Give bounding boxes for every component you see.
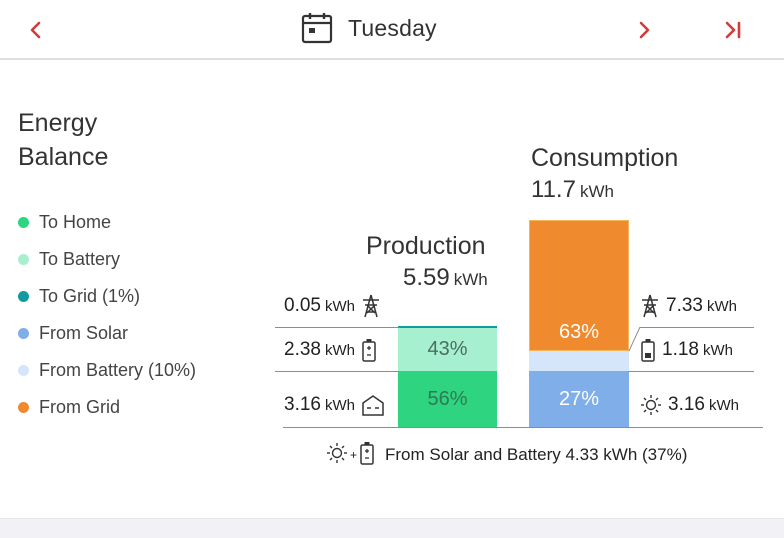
row-value: 0.05 [284,295,321,316]
legend-item-to-battery: To Battery [18,241,196,278]
row-unit: kWh [324,396,355,414]
bottom-strip [0,518,784,538]
previous-day-button[interactable] [16,10,56,50]
production-to-battery-segment: 43% [398,328,497,371]
production-total-unit: kWh [453,270,488,289]
sun-icon [326,442,348,469]
row-unit: kWh [324,297,355,315]
consumption-battery-divider [628,371,754,372]
consumption-from-solar-row: 3.16 kWh [640,394,739,416]
consumption-from-grid-row: 7.33 kWh [640,294,737,318]
chevron-left-icon [30,21,41,39]
production-total-value: 5.59 [403,264,450,291]
consumption-total-unit: kWh [579,182,614,201]
row-value: 1.18 [662,339,699,360]
legend-dot [18,365,29,376]
production-title: Production [366,232,486,260]
legend-label: From Grid [39,397,120,417]
production-to-battery-label: 43% [427,338,468,360]
consumption-total: 11.7 kWh [531,176,614,204]
consumption-from-battery-segment [529,351,629,371]
production-grid-divider [275,327,399,328]
consumption-from-solar-segment: 27% [529,371,629,427]
row-unit: kWh [708,396,739,414]
legend-item-from-battery: From Battery (10%) [18,352,196,389]
row-value: 3.16 [284,394,321,415]
consumption-from-solar-label: 27% [558,387,600,410]
production-to-home-row: 3.16 kWh [284,394,385,416]
legend-title-line-2: Balance [18,143,109,171]
consumption-title: Consumption [531,144,679,172]
legend-item-to-grid: To Grid (1%) [18,278,196,315]
production-to-grid-row: 0.05 kWh [284,294,381,318]
legend-label: To Home [39,212,112,232]
date-title: Tuesday [348,14,437,41]
date-picker[interactable]: Tuesday [300,10,437,46]
row-unit: kWh [324,341,355,359]
consumption-total-value: 11.7 [531,176,576,203]
chart-baseline [283,427,763,428]
production-total: 5.59 kWh [403,264,488,292]
consumption-from-grid-label: 63% [558,321,600,343]
production-to-battery-row: 2.38 kWh [284,338,377,362]
consumption-from-grid-segment: 63% [529,220,629,351]
transmission-tower-icon [640,294,660,318]
last-day-button[interactable] [713,10,753,50]
legend-title: Energy Balance [18,106,108,174]
home-battery-icon [361,394,385,416]
consumption-grid-divider [640,327,754,328]
legend-item-from-solar: From Solar [18,315,196,352]
battery-icon [640,338,656,362]
next-day-button[interactable] [624,10,664,50]
legend-label: To Grid (1%) [39,286,141,306]
legend-dot [18,328,29,339]
legend-dot [18,402,29,413]
legend-label: From Solar [39,323,129,343]
legend-label: To Battery [39,249,121,269]
date-header: Tuesday [0,0,784,60]
row-unit: kWh [706,297,737,315]
solar-battery-summary: + From Solar and Battery 4.33 kWh (37%) [326,440,687,470]
legend-item-to-home: To Home [18,204,196,241]
plus-sign: + [350,448,358,462]
transmission-tower-icon [361,294,381,318]
production-battery-divider [275,371,399,372]
battery-icon [359,441,375,470]
legend-dot [18,291,29,302]
production-to-home-label: 56% [427,387,468,410]
skip-to-end-icon [725,21,741,39]
row-value: 3.16 [668,394,705,415]
consumption-from-battery-row: 1.18 kWh [640,338,733,362]
legend-title-line-1: Energy [18,109,98,137]
row-value: 7.33 [666,295,703,316]
battery-icon [361,338,377,362]
legend-label: From Battery (10%) [39,360,197,380]
production-to-grid-segment [398,326,497,328]
row-unit: kWh [702,341,733,359]
legend: To Home To Battery To Grid (1%) From Sol… [18,204,196,426]
legend-dot [18,254,29,265]
production-to-home-segment: 56% [398,371,497,427]
consumption-grid-connector [628,327,641,352]
chevron-right-icon [639,21,650,39]
legend-dot [18,217,29,228]
legend-item-from-grid: From Grid [18,389,196,426]
row-value: 2.38 [284,339,321,360]
summary-icons: + [326,441,375,470]
calendar-icon [301,13,333,44]
sun-icon [640,394,662,416]
summary-text: From Solar and Battery 4.33 kWh (37%) [385,445,688,464]
